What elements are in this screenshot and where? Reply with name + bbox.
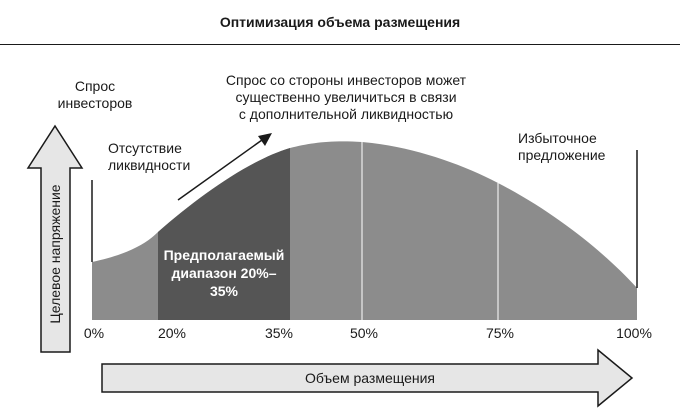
- expected-range-label: Предполагаемый диапазон 20%–35%: [163, 247, 285, 299]
- x-tick-100: 100%: [616, 325, 652, 341]
- y-axis-label: Целевое напряжение: [47, 184, 63, 324]
- x-tick-35: 35%: [264, 325, 294, 341]
- demand-increase-arrow: [177, 139, 263, 201]
- x-axis-label: Объем размещения: [304, 370, 436, 386]
- oversupply-label: Избыточное предложение: [518, 130, 606, 163]
- no-liquidity-label: Отсутствие ликвидности: [108, 140, 191, 173]
- diagram-title: Оптимизация объема размещения: [219, 14, 461, 30]
- title-divider: [0, 44, 680, 45]
- x-tick-75: 75%: [485, 325, 515, 341]
- x-tick-20: 20%: [157, 325, 187, 341]
- investor-demand-label: Спрос инвесторов: [57, 78, 133, 111]
- expected-range-area: [158, 148, 290, 320]
- x-tick-50: 50%: [349, 325, 379, 341]
- y-axis-arrow: [26, 124, 84, 353]
- x-axis-arrow: [101, 348, 634, 408]
- demand-increase-label: Спрос со стороны инвесторов может сущест…: [225, 72, 467, 122]
- demand-increase-arrowhead: [258, 133, 272, 146]
- x-tick-0: 0%: [83, 325, 105, 341]
